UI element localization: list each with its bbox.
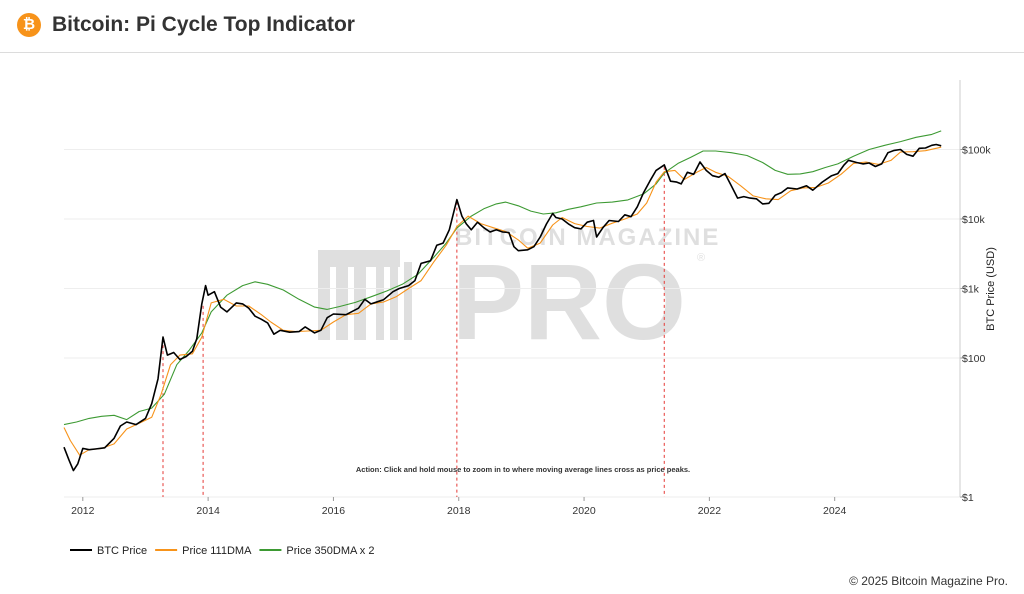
series-lines (63, 130, 942, 472)
series-line-btc-price (63, 143, 942, 472)
y-tick-label: $10k (962, 214, 986, 226)
y-tick-label: $1k (962, 284, 980, 296)
y-tick-label: $100k (962, 145, 991, 157)
legend-item[interactable]: Price 350DMA x 2 (259, 545, 374, 557)
y-tick-label: $1 (962, 492, 974, 504)
x-tick-label: 2018 (447, 505, 471, 517)
watermark: BITCOIN MAGAZINE PRO ® (318, 224, 720, 362)
series-line-price-350dma-x-2 (63, 130, 942, 426)
page-title: Bitcoin: Pi Cycle Top Indicator (52, 13, 355, 36)
header-bar: ₿ Bitcoin: Pi Cycle Top Indicator (0, 0, 1024, 53)
axes: $1 $100 $1k $10k $100k 2012 2014 2016 2018 2020 20… (71, 80, 991, 517)
copyright-text: © 2025 Bitcoin Magazine Pro. (849, 574, 1008, 588)
legend-item[interactable]: BTC Price (70, 545, 147, 557)
bitcoin-logo-icon: ₿ (17, 13, 41, 37)
y-tick-label: $100 (962, 353, 986, 365)
watermark-line1: BITCOIN MAGAZINE (455, 224, 720, 251)
watermark-registered: ® (697, 252, 705, 264)
legend[interactable]: BTC Price Price 111DMA Price 350DMA x 2 (70, 545, 374, 557)
x-tick-label: 2022 (698, 505, 722, 517)
series-line-price-111dma (63, 146, 942, 456)
watermark-bars-icon (318, 250, 412, 340)
x-tick-label: 2014 (196, 505, 220, 517)
watermark-line2: PRO (452, 241, 686, 362)
legend-item[interactable]: Price 111DMA (155, 545, 252, 557)
legend-label: Price 111DMA (182, 545, 252, 557)
x-tick-label: 2012 (71, 505, 95, 517)
x-tick-label: 2024 (823, 505, 847, 517)
x-tick-label: 2020 (572, 505, 596, 517)
pi-cycle-chart[interactable]: BITCOIN MAGAZINE PRO ® $1 $100 $1k $10k $100… (0, 52, 1024, 562)
legend-label: BTC Price (97, 545, 147, 557)
chart-annotation: Action: Click and hold mouse to zoom in … (356, 465, 690, 474)
grid-lines (64, 149, 960, 498)
legend-label: Price 350DMA x 2 (286, 545, 374, 557)
cross-markers (162, 166, 665, 497)
y-axis-label: BTC Price (USD) (985, 247, 997, 331)
x-tick-label: 2016 (322, 505, 346, 517)
